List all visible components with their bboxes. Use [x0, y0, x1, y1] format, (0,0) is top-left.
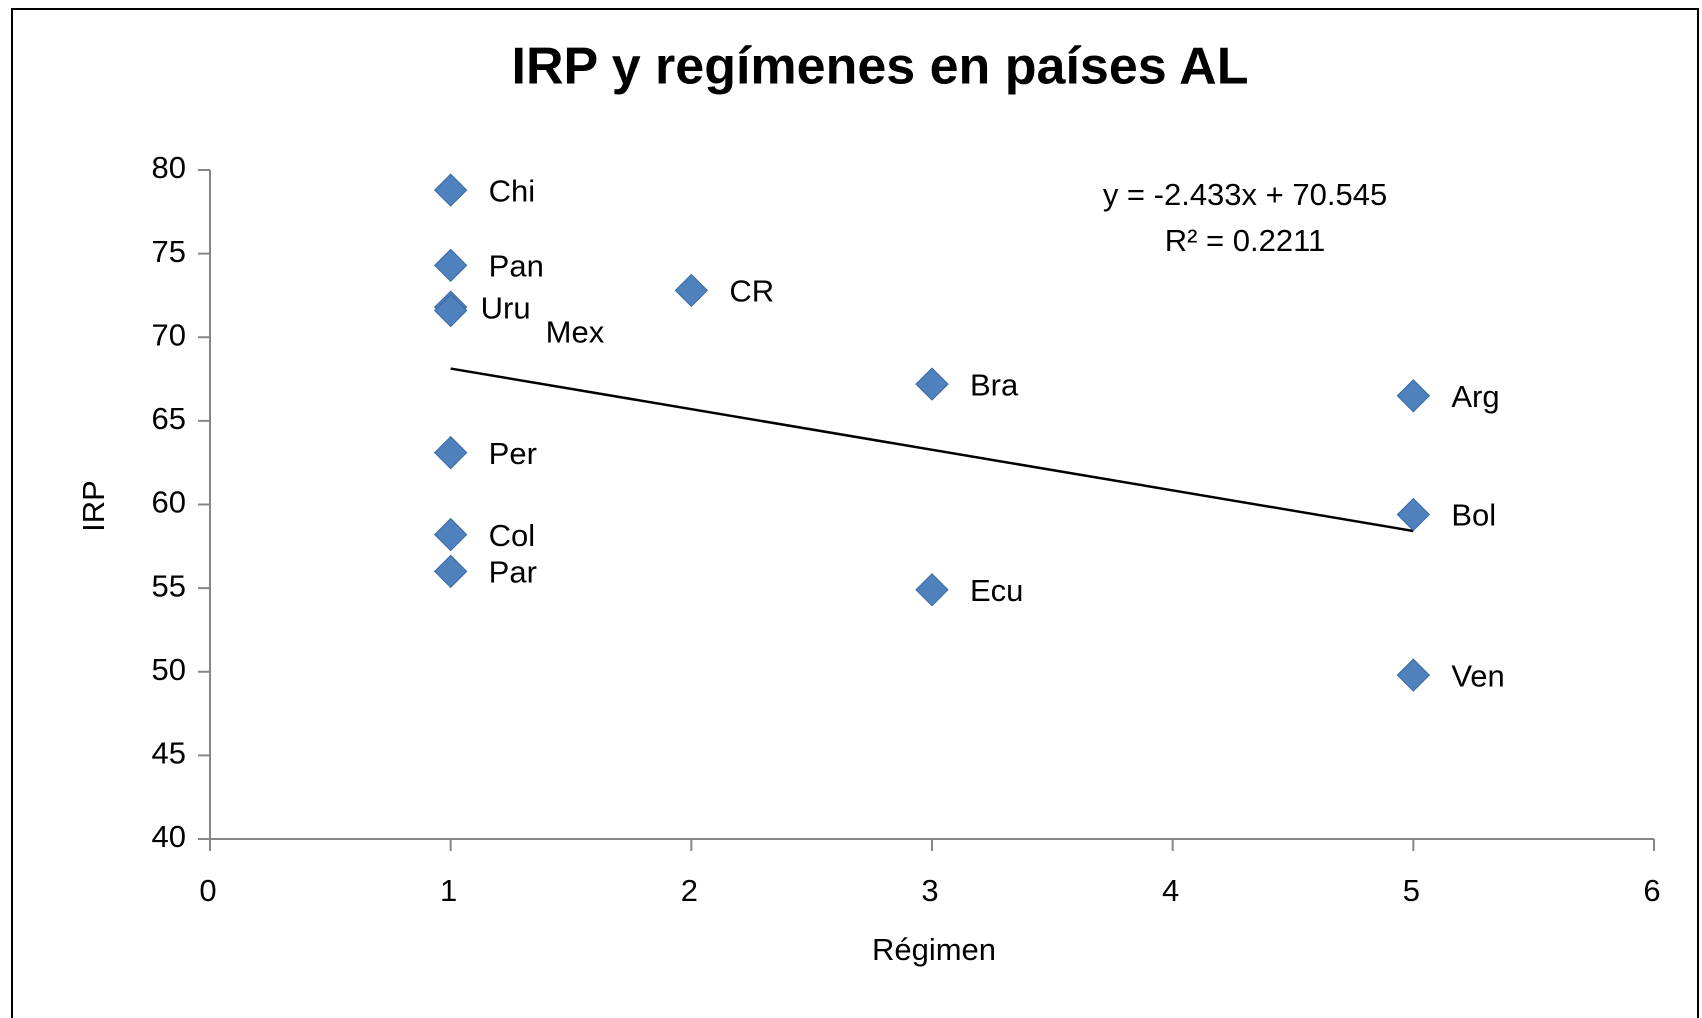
- x-tick-label: 6: [1643, 873, 1660, 908]
- y-axis-label: IRP: [76, 480, 111, 532]
- point-label: Per: [489, 436, 537, 471]
- trend-equation: y = -2.433x + 70.545: [1103, 177, 1387, 212]
- x-tick-label: 0: [199, 873, 216, 908]
- x-tick-label: 5: [1403, 873, 1420, 908]
- point: [915, 573, 949, 607]
- x-tick-label: 1: [440, 873, 457, 908]
- y-tick-label: 40: [152, 819, 186, 854]
- point-label: Col: [489, 518, 536, 553]
- y-tick-label: 75: [152, 234, 186, 269]
- point: [433, 293, 468, 328]
- point-label: CR: [729, 274, 774, 309]
- point: [674, 273, 709, 308]
- point: [433, 554, 468, 589]
- chart-title: IRP y regímenes en países AL: [512, 38, 1249, 96]
- point: [433, 248, 468, 283]
- y-tick-label: 50: [152, 652, 186, 687]
- point-label: Pan: [489, 249, 544, 284]
- y-tick-label: 55: [152, 568, 186, 603]
- y-tick-label: 70: [152, 317, 186, 352]
- point: [1396, 379, 1431, 413]
- point: [1396, 497, 1431, 532]
- x-tick-label: 2: [681, 873, 698, 908]
- x-tick-label: 4: [1162, 873, 1179, 908]
- x-tick-label: 3: [921, 873, 938, 908]
- point: [433, 435, 468, 470]
- point-label: Bol: [1451, 498, 1496, 533]
- point: [433, 173, 468, 207]
- point: [1396, 658, 1431, 692]
- trendline: [450, 367, 1414, 533]
- y-tick-label: 45: [152, 736, 186, 771]
- point-label: Mex: [546, 315, 605, 350]
- y-tick-label: 80: [152, 150, 186, 185]
- point-label: Chi: [489, 173, 536, 208]
- point: [915, 367, 949, 401]
- x-axis-label: Régimen: [872, 932, 996, 967]
- point-label: Arg: [1451, 379, 1499, 414]
- point-label: Bra: [970, 367, 1019, 402]
- point-label: Par: [489, 555, 537, 590]
- point-label: Uru: [481, 290, 531, 325]
- point-label: Ven: [1451, 658, 1504, 693]
- point: [433, 517, 468, 552]
- trend-r-squared: R² = 0.2211: [1165, 223, 1326, 258]
- chart-border: [11, 8, 1699, 1018]
- point-label: Ecu: [970, 573, 1023, 608]
- y-tick-label: 60: [152, 485, 186, 520]
- y-tick-label: 65: [152, 401, 186, 436]
